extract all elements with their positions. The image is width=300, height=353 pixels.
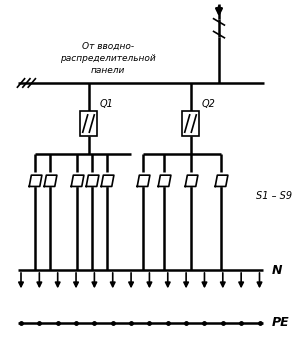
Polygon shape — [71, 175, 84, 186]
Polygon shape — [44, 175, 57, 186]
Text: Q1: Q1 — [100, 100, 114, 109]
Text: S1 – S9: S1 – S9 — [256, 191, 292, 201]
Polygon shape — [158, 175, 171, 186]
Text: Q2: Q2 — [202, 100, 216, 109]
Polygon shape — [137, 175, 150, 186]
Bar — [182, 111, 199, 136]
Polygon shape — [215, 175, 228, 186]
Polygon shape — [185, 175, 198, 186]
Polygon shape — [29, 175, 42, 186]
Polygon shape — [101, 175, 114, 186]
Text: От вводно-
распределительной
панели: От вводно- распределительной панели — [60, 42, 156, 74]
Text: PE: PE — [272, 317, 289, 329]
Bar — [80, 111, 97, 136]
Text: N: N — [272, 264, 282, 276]
Polygon shape — [86, 175, 99, 186]
